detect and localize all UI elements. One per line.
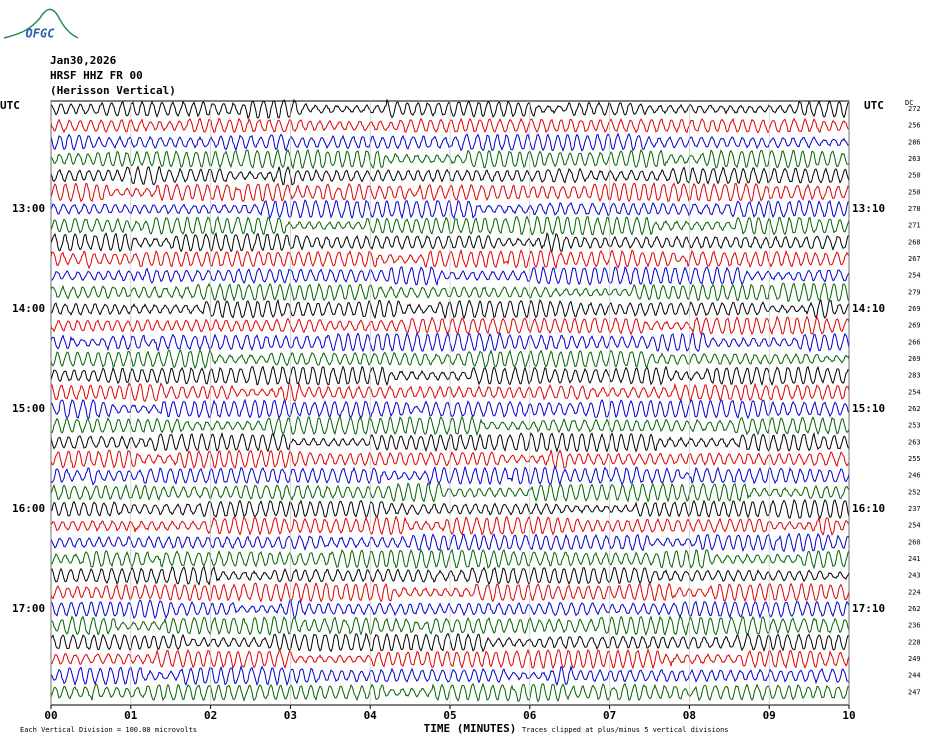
logo-text: OFGC xyxy=(26,27,56,41)
dc-value: 246 xyxy=(908,472,921,480)
dc-value: 283 xyxy=(908,372,921,380)
dc-value: 253 xyxy=(908,422,921,430)
right-time-label: 17:10 xyxy=(852,602,885,615)
x-tick-label: 08 xyxy=(683,709,696,722)
right-time-label: UTC xyxy=(864,99,884,112)
dc-value: 255 xyxy=(908,455,921,463)
left-time-label: 14:00 xyxy=(12,302,45,315)
x-tick-label: 05 xyxy=(443,709,456,722)
right-time-label: 15:10 xyxy=(852,402,885,415)
dc-value: 244 xyxy=(908,672,921,680)
dc-value: 250 xyxy=(908,172,921,180)
clip-note: Traces clipped at plus/minus 5 vertical … xyxy=(522,726,729,734)
left-time-label: UTC xyxy=(0,99,20,112)
right-time-label: 13:10 xyxy=(852,202,885,215)
dc-value: 260 xyxy=(908,538,921,546)
scale-note: Each Vertical Division = 100.00 microvol… xyxy=(20,726,197,734)
x-tick-label: 03 xyxy=(284,709,297,722)
dc-value: 263 xyxy=(908,438,921,446)
x-tick-label: 02 xyxy=(204,709,217,722)
date: Jan30,2026 xyxy=(50,54,117,67)
dc-value: 278 xyxy=(908,205,921,213)
dc-value: 237 xyxy=(908,505,921,513)
dc-value: 269 xyxy=(908,355,921,363)
dc-value: 272 xyxy=(908,105,921,113)
dc-value: 263 xyxy=(908,155,921,163)
dc-value: 286 xyxy=(908,138,921,146)
dc-value: 254 xyxy=(908,388,921,396)
dc-value: 252 xyxy=(908,488,921,496)
right-time-label: 14:10 xyxy=(852,302,885,315)
x-axis-title: TIME (MINUTES) xyxy=(424,722,517,735)
dc-value: 243 xyxy=(908,572,921,580)
x-tick-label: 06 xyxy=(523,709,537,722)
dc-value: 228 xyxy=(908,638,921,646)
dc-value: 262 xyxy=(908,605,921,613)
dc-value: 269 xyxy=(908,305,921,313)
dc-value: 254 xyxy=(908,522,921,530)
x-tick-label: 07 xyxy=(603,709,616,722)
dc-value: 267 xyxy=(908,255,921,263)
dc-value: 249 xyxy=(908,655,921,663)
logo-curve xyxy=(3,8,79,39)
dc-value: 241 xyxy=(908,555,921,563)
right-time-label: 16:10 xyxy=(852,502,885,515)
left-time-label: 15:00 xyxy=(12,402,45,415)
x-tick-label: 04 xyxy=(364,709,378,722)
dc-value: 256 xyxy=(908,122,921,130)
station: HRSF HHZ FR 00 xyxy=(50,69,143,82)
dc-value: 262 xyxy=(908,405,921,413)
dc-value: 268 xyxy=(908,238,921,246)
dc-value: 224 xyxy=(908,588,921,596)
dc-value: 236 xyxy=(908,622,921,630)
dc-value: 279 xyxy=(908,288,921,296)
x-tick-label: 01 xyxy=(124,709,138,722)
left-time-label: 16:00 xyxy=(12,502,45,515)
x-tick-label: 09 xyxy=(763,709,776,722)
dc-value: 254 xyxy=(908,272,921,280)
left-time-label: 13:00 xyxy=(12,202,45,215)
dc-title: DC xyxy=(905,99,913,107)
dc-value: 269 xyxy=(908,322,921,330)
x-tick-label: 10 xyxy=(842,709,855,722)
location: (Herisson Vertical) xyxy=(50,84,176,97)
x-tick-label: 00 xyxy=(44,709,57,722)
left-time-label: 17:00 xyxy=(12,602,45,615)
dc-value: 247 xyxy=(908,688,921,696)
dc-value: 266 xyxy=(908,338,921,346)
dc-value: 271 xyxy=(908,222,921,230)
dc-value: 250 xyxy=(908,188,921,196)
